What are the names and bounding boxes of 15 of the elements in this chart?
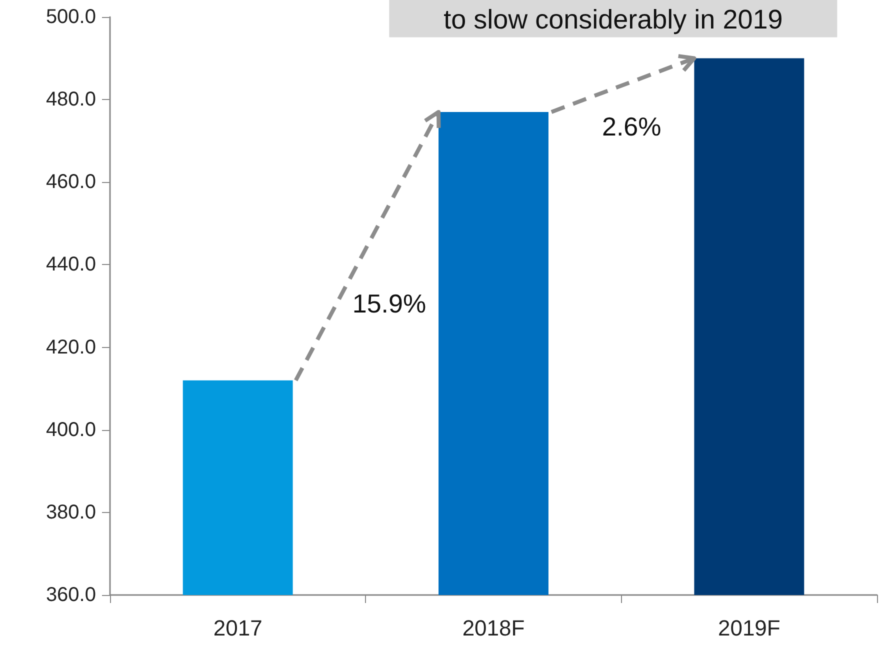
annotation: 2.6% [602, 112, 662, 142]
x-tick-label: 2018F [462, 616, 525, 640]
x-tick-label: 2019F [718, 616, 780, 640]
y-tick-label: 400.0 [46, 418, 96, 441]
annotation: to slow considerably in 2019 [444, 4, 783, 34]
y-tick-label: 440.0 [46, 254, 96, 276]
annotation: 15.9% [352, 288, 426, 319]
y-tick-label: 460.0 [46, 171, 96, 194]
y-tick-label: 380.0 [46, 501, 96, 524]
y-tick-label: 360.0 [46, 584, 96, 606]
y-tick-label: 500.0 [46, 6, 96, 28]
y-tick-label: 480.0 [46, 88, 96, 111]
y-tick-label: 420.0 [46, 336, 96, 358]
callout-box: to slow considerably in 2019 [389, 0, 838, 38]
x-tick-label: 2017 [213, 616, 262, 640]
